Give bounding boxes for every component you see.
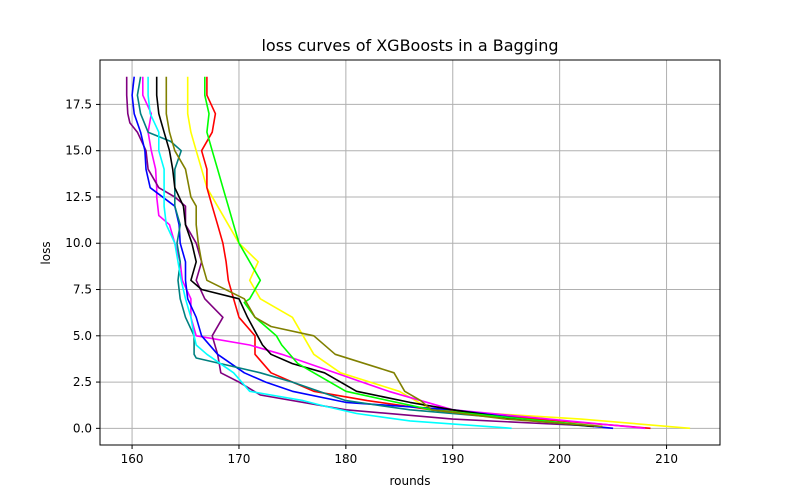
ticks: 160 170 180 190 200 210 0.0 2.5 5.0 7.5 10.0 12.5 15… — [65, 97, 678, 466]
x-tick-label: 160 — [121, 452, 144, 466]
y-tick-label: 15.0 — [65, 144, 92, 158]
y-tick-label: 0.0 — [73, 421, 92, 435]
series-line-9 — [165, 76, 603, 428]
y-tick-label: 2.5 — [73, 375, 92, 389]
x-axis-label: rounds — [389, 474, 430, 488]
y-tick-label: 10.0 — [65, 236, 92, 250]
y-axis-label: loss — [39, 241, 53, 264]
plot-area — [125, 76, 691, 430]
series-line-2 — [200, 76, 651, 430]
x-tick-label: 200 — [548, 452, 571, 466]
y-tick-label: 5.0 — [73, 329, 92, 343]
series-line-1 — [186, 76, 691, 430]
series-line-8 — [204, 76, 603, 428]
x-tick-label: 170 — [228, 452, 251, 466]
chart-title: loss curves of XGBoosts in a Bagging — [261, 36, 558, 55]
series-line-7 — [155, 76, 594, 428]
axes-frame — [99, 59, 721, 446]
x-tick-label: 190 — [441, 452, 464, 466]
x-tick-label: 210 — [655, 452, 678, 466]
series-line-5 — [131, 76, 614, 430]
y-tick-label: 12.5 — [65, 190, 92, 204]
series-line-10 — [147, 76, 512, 430]
grid — [100, 60, 720, 445]
y-tick-label: 7.5 — [73, 283, 92, 297]
x-tick-label: 180 — [334, 452, 357, 466]
y-tick-label: 17.5 — [65, 97, 92, 111]
